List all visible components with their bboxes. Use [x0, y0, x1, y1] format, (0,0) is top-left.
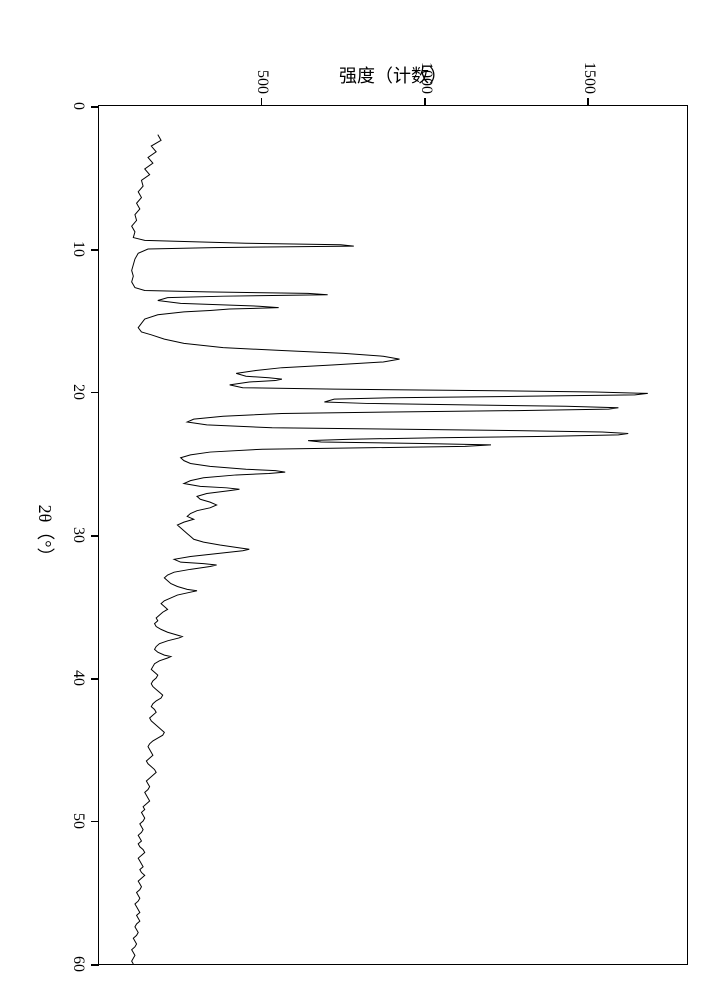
x-tick-label: 40	[70, 670, 87, 686]
y-tick: 1500	[580, 26, 598, 106]
x-tick: 50	[69, 813, 99, 829]
x-tick-label: 60	[70, 956, 87, 972]
xrd-chart-rotated-wrapper: 500 1000 1500 0 10 20 30 40 50 60 2θ（°） …	[0, 0, 718, 718]
x-tick: 0	[69, 102, 99, 110]
x-tick: 10	[69, 241, 99, 257]
xrd-trace	[132, 135, 648, 964]
x-tick: 20	[69, 384, 99, 400]
y-tick: 500	[253, 26, 271, 106]
plot-area: 500 1000 1500 0 10 20 30 40 50 60 2θ（°） …	[98, 105, 688, 965]
x-tick-label: 0	[70, 102, 87, 110]
x-tick: 30	[69, 527, 99, 543]
y-axis-label: 强度（计数）	[339, 62, 447, 88]
x-tick-label: 30	[70, 527, 87, 543]
x-tick: 60	[69, 956, 99, 972]
x-axis-label: 2θ（°）	[33, 505, 59, 566]
x-tick: 40	[69, 670, 99, 686]
x-tick-label: 10	[70, 241, 87, 257]
x-tick-label: 20	[70, 384, 87, 400]
xrd-chart: 500 1000 1500 0 10 20 30 40 50 60 2θ（°） …	[0, 0, 718, 1000]
y-tick-label: 1500	[581, 62, 598, 94]
y-tick-label: 500	[254, 70, 271, 94]
x-tick-label: 50	[70, 813, 87, 829]
xrd-line-svg	[99, 106, 687, 964]
